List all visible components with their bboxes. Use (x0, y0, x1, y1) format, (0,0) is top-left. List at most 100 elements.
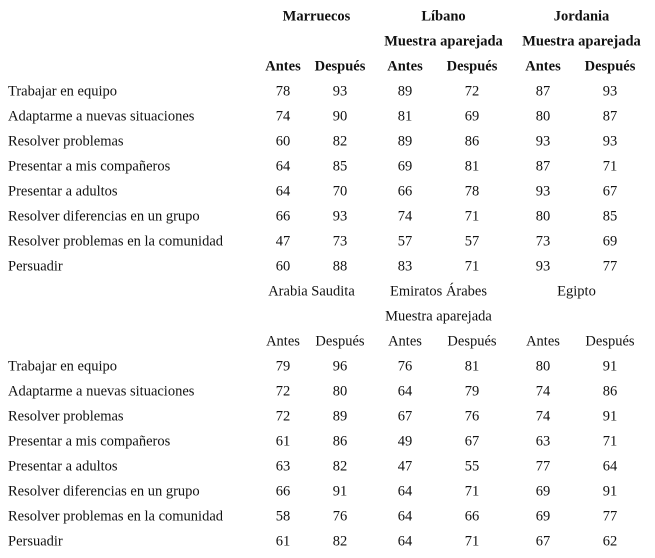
cell-value: 81 (398, 108, 413, 124)
country-header: Marruecos (283, 8, 351, 24)
row-label: Persuadir (8, 533, 63, 549)
cell-value: 87 (536, 158, 551, 174)
cell-value: 85 (333, 158, 348, 174)
country-header: Jordania (554, 8, 610, 24)
cell-value: 57 (465, 233, 480, 249)
cell-value: 64 (603, 458, 618, 474)
column-header: Después (447, 58, 498, 74)
column-header: Después (585, 58, 636, 74)
cell-value: 91 (603, 483, 618, 499)
cell-value: 64 (398, 508, 413, 524)
cell-value: 80 (536, 208, 551, 224)
cell-value: 71 (465, 483, 480, 499)
cell-value: 69 (465, 108, 480, 124)
cell-value: 71 (603, 433, 618, 449)
cell-value: 78 (465, 183, 480, 199)
cell-value: 76 (465, 408, 480, 424)
cell-value: 81 (465, 158, 480, 174)
cell-value: 69 (536, 508, 551, 524)
cell-value: 67 (465, 433, 480, 449)
cell-value: 60 (276, 258, 291, 274)
cell-value: 69 (398, 158, 413, 174)
cell-value: 93 (603, 83, 618, 99)
cell-value: 77 (536, 458, 551, 474)
row-label: Resolver problemas en la comunidad (8, 233, 224, 249)
cell-value: 80 (333, 383, 348, 399)
column-header: Antes (388, 333, 422, 349)
cell-value: 78 (276, 83, 291, 99)
row-label: Trabajar en equipo (8, 83, 117, 99)
cell-value: 49 (398, 433, 413, 449)
cell-value: 86 (333, 433, 348, 449)
cell-value: 69 (603, 233, 618, 249)
column-header: Después (447, 333, 496, 349)
cell-value: 93 (333, 83, 348, 99)
column-header: Antes (387, 58, 423, 74)
country-header: Emiratos Árabes (390, 282, 487, 299)
cell-value: 55 (465, 458, 480, 474)
cell-value: 91 (603, 408, 618, 424)
cell-value: 60 (276, 133, 291, 149)
cell-value: 73 (333, 233, 348, 249)
row-label: Presentar a mis compañeros (8, 433, 171, 449)
cell-value: 91 (603, 358, 618, 374)
cell-value: 61 (276, 433, 291, 449)
row-label: Presentar a mis compañeros (8, 158, 171, 174)
column-header: Antes (266, 333, 300, 349)
cell-value: 73 (536, 233, 551, 249)
column-header: Después (585, 333, 634, 349)
cell-value: 77 (603, 258, 618, 274)
cell-value: 87 (536, 83, 551, 99)
cell-value: 66 (276, 483, 291, 499)
cell-value: 90 (333, 108, 348, 124)
matched-sample-note: Muestra aparejada (522, 33, 641, 49)
cell-value: 83 (398, 258, 413, 274)
row-label: Resolver diferencias en un grupo (8, 208, 200, 224)
cell-value: 62 (603, 533, 618, 549)
cell-value: 64 (398, 483, 413, 499)
cell-value: 67 (398, 408, 413, 424)
column-header: Antes (526, 333, 560, 349)
cell-value: 64 (276, 158, 291, 174)
cell-value: 72 (276, 383, 291, 399)
cell-value: 63 (536, 433, 551, 449)
row-label: Presentar a adultos (8, 183, 118, 199)
row-label: Resolver problemas en la comunidad (8, 508, 224, 524)
cell-value: 64 (398, 533, 413, 549)
cell-value: 66 (465, 508, 480, 524)
row-label: Resolver problemas (8, 408, 124, 424)
cell-value: 67 (603, 183, 618, 199)
row-label: Resolver problemas (8, 133, 124, 149)
cell-value: 85 (603, 208, 618, 224)
cell-value: 82 (333, 533, 348, 549)
cell-value: 72 (276, 408, 291, 424)
cell-value: 96 (333, 358, 348, 374)
country-header: Arabia Saudita (268, 283, 355, 299)
row-label: Adaptarme a nuevas situaciones (8, 383, 195, 399)
matched-sample-note: Muestra aparejada (385, 308, 492, 324)
cell-value: 74 (398, 208, 413, 224)
cell-value: 76 (398, 358, 413, 374)
cell-value: 86 (465, 133, 480, 149)
cell-value: 72 (465, 83, 480, 99)
cell-value: 71 (465, 533, 480, 549)
column-header: Después (315, 58, 366, 74)
cell-value: 67 (536, 533, 551, 549)
row-label: Adaptarme a nuevas situaciones (8, 108, 195, 124)
row-label: Persuadir (8, 258, 63, 274)
cell-value: 47 (276, 233, 291, 249)
row-label: Resolver diferencias en un grupo (8, 483, 200, 499)
column-header: Después (315, 333, 364, 349)
cell-value: 76 (333, 508, 348, 524)
cell-value: 64 (398, 383, 413, 399)
country-header: Líbano (421, 8, 465, 24)
cell-value: 66 (398, 183, 413, 199)
cell-value: 71 (465, 208, 480, 224)
cell-value: 61 (276, 533, 291, 549)
cell-value: 58 (276, 508, 291, 524)
cell-value: 74 (536, 408, 551, 424)
row-label: Trabajar en equipo (8, 358, 117, 374)
cell-value: 57 (398, 233, 413, 249)
cell-value: 89 (333, 408, 348, 424)
